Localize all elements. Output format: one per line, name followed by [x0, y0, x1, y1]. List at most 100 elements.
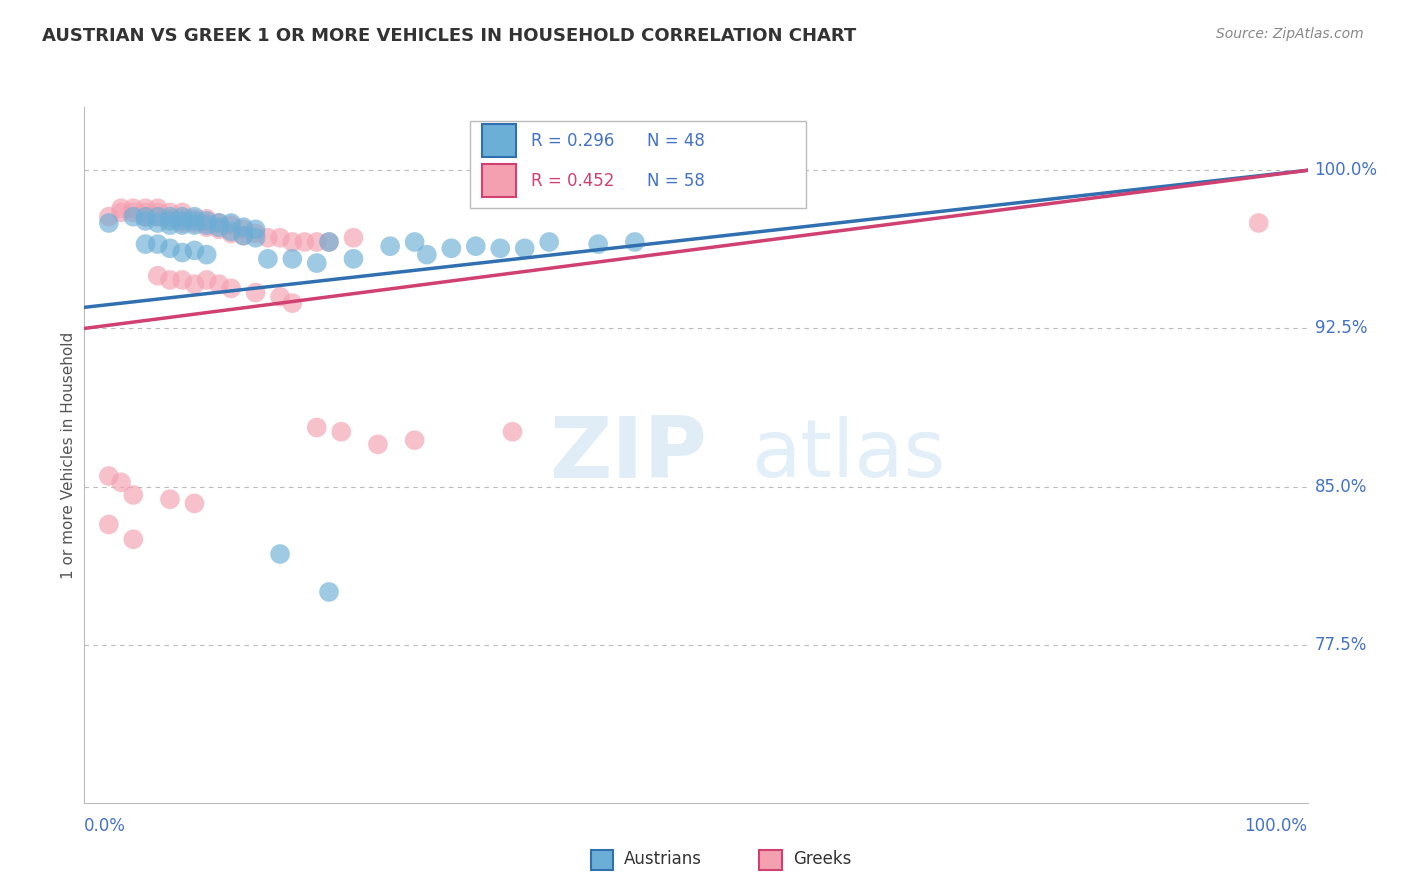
- Point: [269, 290, 291, 304]
- Point: [269, 231, 291, 245]
- Point: [122, 210, 145, 224]
- Point: [1247, 216, 1270, 230]
- Point: [380, 239, 402, 253]
- Point: [624, 235, 647, 249]
- Text: Austrians: Austrians: [624, 850, 702, 868]
- Point: [110, 475, 132, 490]
- Point: [318, 235, 340, 249]
- Point: [245, 231, 267, 245]
- Point: [257, 252, 280, 266]
- Point: [232, 228, 254, 243]
- Point: [586, 237, 609, 252]
- Text: 85.0%: 85.0%: [1315, 477, 1367, 496]
- Point: [294, 235, 316, 249]
- Point: [219, 224, 242, 238]
- Point: [305, 256, 328, 270]
- Point: [404, 433, 426, 447]
- Point: [195, 273, 218, 287]
- Point: [159, 210, 181, 224]
- Point: [318, 235, 340, 249]
- Point: [97, 517, 120, 532]
- Text: atlas: atlas: [751, 416, 945, 494]
- Text: ZIP: ZIP: [550, 413, 707, 497]
- Point: [183, 211, 205, 226]
- Point: [122, 205, 145, 219]
- Point: [110, 205, 132, 219]
- Point: [183, 218, 205, 232]
- Y-axis label: 1 or more Vehicles in Household: 1 or more Vehicles in Household: [60, 331, 76, 579]
- Point: [305, 420, 328, 434]
- Point: [219, 218, 242, 232]
- Point: [159, 211, 181, 226]
- Point: [159, 492, 181, 507]
- Point: [208, 216, 231, 230]
- Point: [122, 488, 145, 502]
- Point: [195, 214, 218, 228]
- Text: 100.0%: 100.0%: [1315, 161, 1378, 179]
- Point: [122, 201, 145, 215]
- Point: [97, 216, 120, 230]
- Point: [208, 222, 231, 236]
- Point: [159, 241, 181, 255]
- Text: 0.0%: 0.0%: [84, 817, 127, 835]
- Text: N = 48: N = 48: [647, 132, 704, 150]
- Point: [195, 247, 218, 261]
- Point: [172, 210, 194, 224]
- Point: [342, 252, 364, 266]
- Point: [172, 211, 194, 226]
- Point: [219, 216, 242, 230]
- Point: [172, 218, 194, 232]
- Point: [183, 210, 205, 224]
- Point: [172, 273, 194, 287]
- Point: [245, 285, 267, 300]
- Point: [269, 547, 291, 561]
- Point: [135, 210, 157, 224]
- Point: [183, 496, 205, 510]
- Point: [305, 235, 328, 249]
- Point: [110, 201, 132, 215]
- Point: [342, 231, 364, 245]
- Text: 77.5%: 77.5%: [1315, 636, 1367, 654]
- Point: [245, 222, 267, 236]
- Text: 100.0%: 100.0%: [1244, 817, 1308, 835]
- Point: [330, 425, 353, 439]
- Point: [208, 216, 231, 230]
- Point: [501, 425, 523, 439]
- Point: [183, 216, 205, 230]
- Point: [489, 241, 512, 255]
- Point: [159, 273, 181, 287]
- Point: [195, 220, 218, 235]
- Point: [146, 210, 169, 224]
- Point: [172, 216, 194, 230]
- Point: [183, 244, 205, 258]
- Point: [172, 205, 194, 219]
- Point: [281, 235, 304, 249]
- Point: [208, 277, 231, 292]
- Text: N = 58: N = 58: [647, 172, 704, 190]
- Point: [404, 235, 426, 249]
- Point: [135, 205, 157, 219]
- Point: [172, 245, 194, 260]
- Point: [122, 533, 145, 547]
- Text: 92.5%: 92.5%: [1315, 319, 1367, 337]
- Point: [538, 235, 561, 249]
- Point: [219, 227, 242, 241]
- Point: [232, 220, 254, 235]
- Point: [172, 214, 194, 228]
- Point: [146, 268, 169, 283]
- Point: [367, 437, 389, 451]
- Point: [159, 218, 181, 232]
- Point: [135, 210, 157, 224]
- Point: [159, 214, 181, 228]
- Point: [135, 201, 157, 215]
- Point: [146, 216, 169, 230]
- Point: [135, 237, 157, 252]
- Point: [232, 222, 254, 236]
- Point: [146, 201, 169, 215]
- Point: [208, 220, 231, 235]
- Point: [183, 214, 205, 228]
- Point: [97, 210, 120, 224]
- Point: [146, 205, 169, 219]
- Text: R = 0.452: R = 0.452: [531, 172, 614, 190]
- Point: [146, 210, 169, 224]
